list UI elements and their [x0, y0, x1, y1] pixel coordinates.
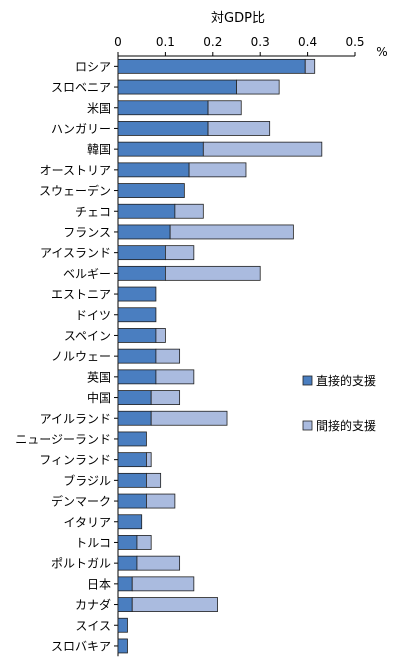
bar-indirect: [150, 390, 181, 405]
category-label: スペイン: [64, 329, 111, 343]
category-label: トルコ: [75, 536, 111, 550]
category-label: スイス: [75, 619, 111, 633]
bar-indirect: [146, 493, 176, 509]
category-label: 米国: [87, 101, 111, 115]
bar-direct: [117, 265, 166, 281]
x-tick-labels: 0 0.1 0.2 0.3 0.4 0.5: [114, 35, 364, 49]
category-label: スウェーデン: [39, 183, 111, 198]
bar-indirect: [207, 100, 242, 116]
x-tick-label: 0: [114, 35, 122, 49]
bar-direct: [117, 286, 157, 302]
bar-direct: [117, 617, 128, 633]
x-tick-label: 0.5: [345, 35, 364, 49]
bar-direct: [117, 410, 152, 426]
x-tick-label: 0.1: [156, 35, 175, 49]
category-label: スロベニア: [51, 81, 111, 95]
legend-swatch-direct: [302, 375, 313, 386]
category-label: 英国: [87, 370, 111, 384]
bar-direct: [117, 58, 306, 74]
bar-direct: [117, 493, 147, 509]
category-label: 日本: [87, 577, 111, 591]
bar-direct: [117, 390, 152, 405]
category-label: ポルトガル: [51, 557, 111, 571]
bar-indirect: [131, 576, 195, 592]
category-label: デンマーク: [51, 494, 111, 509]
category-label: ベルギー: [63, 267, 111, 281]
bar-direct: [117, 307, 157, 323]
bar-indirect: [207, 121, 271, 136]
bar-indirect: [174, 203, 204, 219]
bar-indirect: [188, 162, 247, 178]
bar-direct: [117, 431, 147, 447]
bar-direct: [117, 555, 138, 571]
x-tick-label: 0.4: [298, 35, 317, 49]
bar-indirect: [202, 141, 323, 157]
bar-indirect: [150, 410, 228, 426]
category-label: アイスランド: [40, 246, 111, 260]
category-label: オーストリア: [40, 163, 111, 177]
category-label: フィンランド: [39, 453, 111, 467]
bar-indirect: [169, 224, 294, 240]
bar-direct: [117, 638, 128, 654]
bar-indirect: [164, 265, 261, 281]
bar-direct: [117, 100, 209, 116]
category-label: フランス: [63, 225, 111, 239]
bar-direct: [117, 576, 133, 592]
category-label: スロバキア: [51, 639, 111, 653]
bar-direct: [117, 245, 166, 261]
category-label: ハンガリー: [51, 122, 111, 136]
category-label: アイルランド: [40, 412, 111, 426]
legend: 直接的支援 間接的支援: [302, 373, 376, 433]
bar-indirect: [146, 472, 162, 488]
category-label: ドイツ: [75, 308, 111, 322]
bar-direct: [117, 203, 176, 219]
bar-indirect: [136, 535, 152, 550]
bars: [117, 58, 323, 654]
legend-swatch-indirect: [302, 420, 313, 431]
bar-indirect: [131, 597, 218, 612]
bar-direct: [117, 597, 133, 612]
bar-indirect: [155, 348, 181, 364]
category-label: 中国: [87, 390, 111, 405]
bar-direct: [117, 224, 171, 240]
bar-indirect: [155, 328, 166, 343]
category-label: ブラジル: [63, 473, 111, 488]
x-tick-label: 0.3: [251, 35, 270, 49]
bar-direct: [117, 514, 143, 530]
bar-direct: [117, 121, 209, 136]
x-tick-label: 0.2: [203, 35, 222, 49]
category-label: チェコ: [75, 205, 111, 219]
category-label: 韓国: [87, 143, 111, 157]
bar-indirect: [146, 452, 152, 468]
bar-direct: [117, 162, 190, 178]
chart-title: 対GDP比: [211, 11, 265, 26]
bar-indirect: [164, 245, 195, 261]
bar-direct: [117, 141, 204, 157]
bar-direct: [117, 535, 138, 550]
bar-direct: [117, 452, 147, 468]
category-label: イタリア: [63, 515, 111, 529]
category-labels: ロシアスロベニア米国ハンガリー韓国オーストリアスウェーデンチェコフランスアイスラ…: [15, 60, 111, 654]
legend-label-direct: 直接的支援: [316, 373, 376, 388]
bar-indirect: [236, 79, 280, 95]
category-label: ロシア: [75, 60, 111, 74]
bar-indirect: [304, 58, 316, 74]
category-label: エストニア: [51, 288, 111, 302]
category-label: カナダ: [75, 597, 111, 612]
legend-label-indirect: 間接的支援: [316, 418, 376, 433]
bar-direct: [117, 348, 157, 364]
bar-direct: [117, 328, 157, 343]
bar-direct: [117, 79, 237, 95]
unit-label: %: [376, 45, 387, 59]
category-label: ノルウェー: [51, 350, 111, 364]
bar-direct: [117, 369, 157, 385]
bar-indirect: [155, 369, 195, 385]
bar-indirect: [136, 555, 181, 571]
bar-direct: [117, 472, 147, 488]
category-label: ニュージーランド: [15, 432, 111, 446]
bar-direct: [117, 183, 185, 198]
